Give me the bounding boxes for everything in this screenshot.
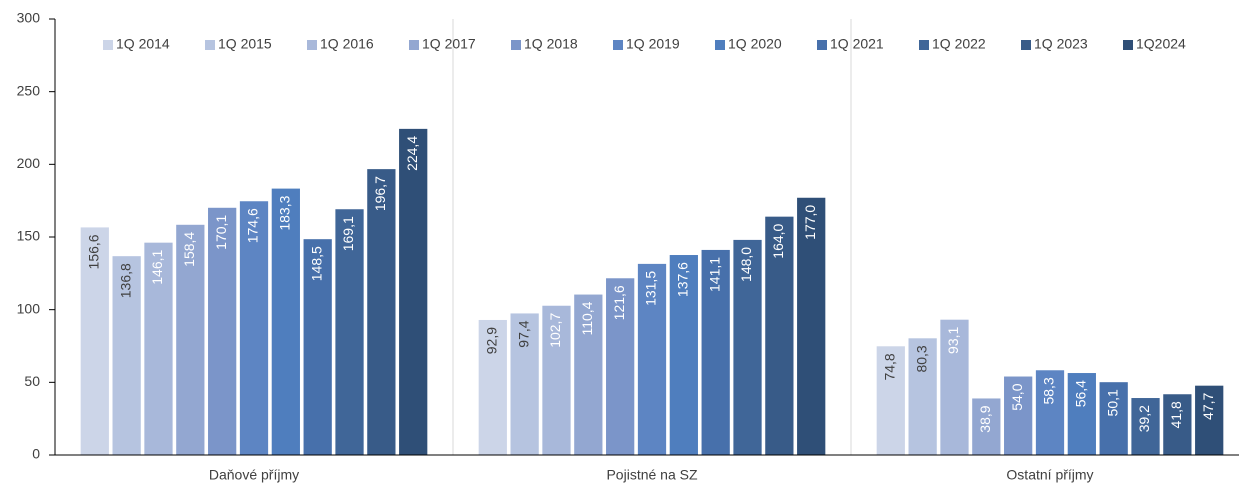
legend-label: 1Q 2020: [728, 36, 782, 52]
bar: [510, 313, 539, 455]
data-label: 148,5: [308, 246, 324, 281]
data-label: 58,3: [1041, 377, 1057, 404]
y-tick-label: 0: [32, 446, 40, 462]
bar: [144, 242, 173, 455]
bar: [335, 209, 364, 455]
data-label: 110,4: [579, 301, 595, 335]
bar: [972, 398, 1001, 455]
data-label: 196,7: [372, 176, 388, 211]
data-label: 121,6: [611, 285, 627, 320]
bar: [208, 207, 237, 455]
bar: [701, 249, 730, 455]
bar: [1067, 373, 1096, 455]
bar: [876, 346, 905, 455]
data-label: 136,8: [117, 263, 133, 298]
legend-swatch: [919, 40, 929, 50]
legend-swatch: [817, 40, 827, 50]
data-label: 39,2: [1136, 405, 1152, 432]
bar: [80, 227, 109, 455]
legend-label: 1Q 2017: [422, 36, 476, 52]
bar: [542, 305, 571, 455]
data-label: 174,6: [245, 208, 261, 243]
bar: [574, 294, 603, 455]
data-label: 146,1: [149, 249, 165, 284]
y-tick-label: 250: [17, 82, 41, 98]
bar: [606, 278, 635, 455]
legend-swatch: [715, 40, 725, 50]
x-tick-label: Ostatní příjmy: [1006, 467, 1093, 483]
data-label: 80,3: [913, 345, 929, 372]
data-label: 156,6: [86, 234, 102, 269]
data-label: 183,3: [277, 195, 293, 230]
y-tick-label: 100: [17, 300, 41, 316]
bar: [367, 169, 396, 455]
legend-swatch: [1021, 40, 1031, 50]
bar: [1004, 376, 1033, 455]
x-tick-label: Daňové příjmy: [209, 467, 299, 483]
x-tick-label: Pojistné na SZ: [606, 467, 697, 483]
data-label: 158,4: [181, 232, 197, 267]
bar: [239, 201, 269, 455]
legend-label: 1Q 2016: [320, 36, 374, 52]
y-tick-label: 150: [17, 228, 41, 244]
data-label: 164,0: [770, 223, 786, 258]
data-label: 170,1: [213, 215, 229, 250]
data-label: 169,1: [340, 216, 356, 251]
bar: [1195, 385, 1224, 455]
legend-swatch: [1123, 40, 1133, 50]
legend-swatch: [511, 40, 521, 50]
data-label: 97,4: [515, 320, 531, 347]
bar: [797, 197, 826, 455]
data-label: 56,4: [1073, 380, 1089, 407]
bar: [733, 239, 762, 455]
legend-swatch: [205, 40, 215, 50]
legend-label: 1Q 2019: [626, 36, 680, 52]
bar: [1099, 382, 1128, 455]
bar: [637, 263, 667, 455]
legend-label: 1Q 2018: [524, 36, 578, 52]
bar: [271, 188, 300, 455]
data-label: 137,6: [675, 262, 691, 297]
y-tick-label: 50: [24, 373, 40, 389]
data-label: 41,8: [1168, 401, 1184, 428]
bar: [908, 338, 937, 455]
data-label: 102,7: [547, 313, 563, 348]
bar: [940, 319, 969, 455]
legend-label: 1Q 2022: [932, 36, 986, 52]
legend-swatch: [613, 40, 623, 50]
bar: [1163, 394, 1192, 455]
y-tick-label: 300: [17, 10, 41, 26]
data-label: 47,7: [1200, 392, 1216, 419]
data-label: 74,8: [882, 353, 898, 380]
legend-label: 1Q 2015: [218, 36, 272, 52]
data-label: 148,0: [738, 247, 754, 282]
data-label: 54,0: [1009, 383, 1025, 410]
data-label: 131,5: [643, 271, 659, 306]
legend-swatch: [103, 40, 113, 50]
legend-swatch: [307, 40, 317, 50]
data-label: 177,0: [802, 205, 818, 240]
bar: [303, 239, 332, 455]
data-label: 141,1: [706, 257, 722, 292]
data-label: 93,1: [945, 326, 961, 353]
bar: [669, 255, 698, 455]
data-label: 92,9: [484, 327, 500, 354]
bar: [1035, 370, 1065, 455]
y-tick-label: 200: [17, 155, 41, 171]
bar: [399, 128, 428, 455]
legend-label: 1Q 2014: [116, 36, 170, 52]
data-label: 38,9: [977, 405, 993, 432]
legend-label: 1Q 2021: [830, 36, 884, 52]
legend-swatch: [409, 40, 419, 50]
legend-label: 1Q 2023: [1034, 36, 1088, 52]
bar: [478, 319, 507, 455]
bar: [176, 224, 205, 455]
bar: [765, 216, 794, 455]
legend-label: 1Q2024: [1136, 36, 1186, 52]
bar: [112, 256, 141, 455]
data-label: 224,4: [404, 136, 420, 171]
bar: [1131, 398, 1160, 455]
data-label: 50,1: [1104, 389, 1120, 416]
